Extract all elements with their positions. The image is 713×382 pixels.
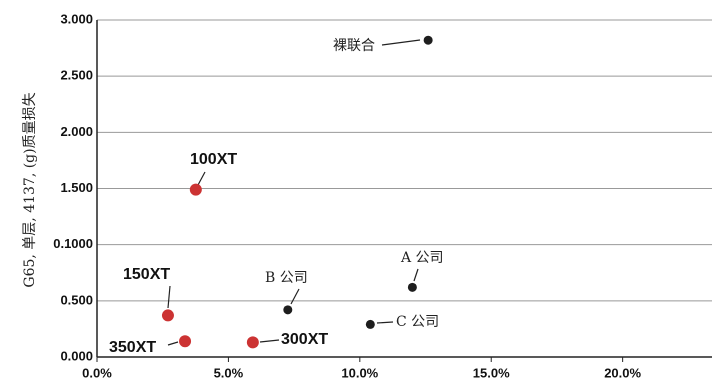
point <box>423 35 433 45</box>
point <box>179 335 192 348</box>
leader-line <box>259 339 280 343</box>
x-tick-label: 15.0% <box>473 365 510 380</box>
point-label: 裸联合 <box>333 38 375 54</box>
leader-line <box>290 288 300 305</box>
leader-line <box>167 285 171 309</box>
point-label: A 公司 <box>400 250 444 266</box>
y-tick-label: 3.000 <box>60 11 93 26</box>
point <box>283 305 293 315</box>
point-label: B 公司 <box>265 270 308 286</box>
point-label: 350XT <box>109 339 156 356</box>
point <box>246 336 259 349</box>
y-tick-label: 2.000 <box>60 124 93 139</box>
point-label: 100XT <box>190 151 237 168</box>
x-tick-label: 20.0% <box>604 365 641 380</box>
y-tick-label: 1.500 <box>60 180 93 195</box>
point-label: 300XT <box>281 331 328 348</box>
x-tick-label: 10.0% <box>341 365 378 380</box>
y-tick-label: 0.1000 <box>53 236 93 251</box>
point <box>189 183 202 196</box>
leader-line <box>381 39 421 46</box>
point-label: 150XT <box>123 266 170 283</box>
y-tick-label: 0.000 <box>60 348 93 363</box>
x-tick-label: 5.0% <box>214 365 244 380</box>
y-tick-label: 0.500 <box>60 292 93 307</box>
point <box>407 282 417 292</box>
leader-line <box>376 321 394 324</box>
point <box>365 319 375 329</box>
point <box>161 309 174 322</box>
y-axis-title: G65, 单层, 4137, (g)质量损失 <box>22 92 38 287</box>
leader-line <box>413 268 419 282</box>
y-tick-label: 2.500 <box>60 68 93 83</box>
point-label: C 公司 <box>396 314 439 330</box>
leader-line <box>197 171 206 186</box>
leader-line <box>167 341 179 346</box>
x-tick-label: 0.0% <box>82 365 112 380</box>
